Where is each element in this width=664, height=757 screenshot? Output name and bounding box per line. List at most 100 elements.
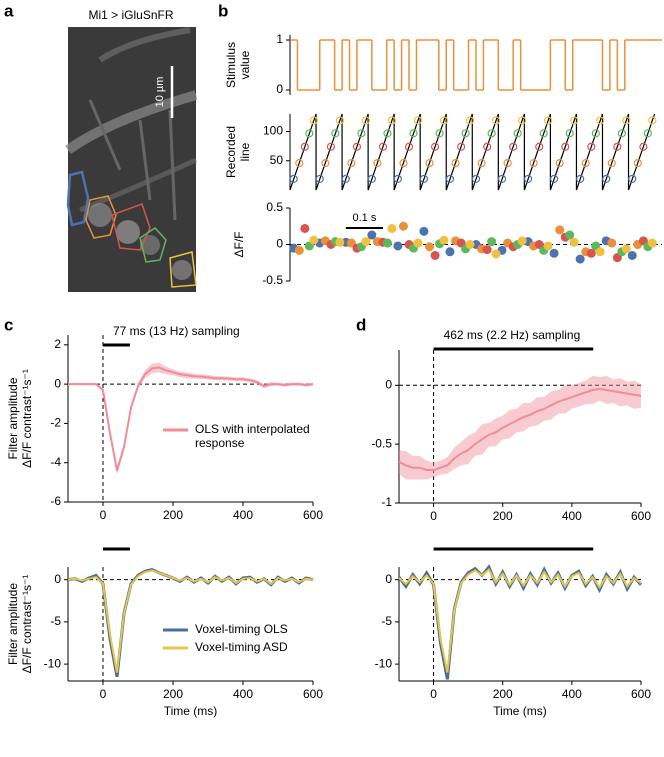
point xyxy=(491,249,501,259)
panel-label: d xyxy=(356,315,366,334)
y-tick-label: 0 xyxy=(276,82,283,96)
point xyxy=(425,242,434,252)
x-tick-label: 400 xyxy=(233,508,253,522)
sample-point xyxy=(643,129,652,138)
line xyxy=(68,366,314,471)
line xyxy=(67,569,314,673)
x-tick-label: 0 xyxy=(100,508,107,522)
point xyxy=(555,225,565,235)
sample-point xyxy=(315,174,324,183)
scale-bar-label: 0.1 s xyxy=(352,212,376,224)
x-tick-label: 0 xyxy=(100,687,107,701)
y-tick-label: -5 xyxy=(50,614,61,628)
sample-point xyxy=(404,142,414,151)
error-band xyxy=(68,362,313,475)
sample-point xyxy=(289,174,298,183)
point xyxy=(627,250,637,260)
panel-label: a xyxy=(4,1,14,20)
sample-point xyxy=(439,116,449,125)
point xyxy=(413,238,423,248)
sample-point xyxy=(367,174,376,183)
sample-point xyxy=(430,142,440,151)
point xyxy=(387,223,397,233)
y-axis-label: ΔF/F contrast⁻¹s⁻¹ xyxy=(20,575,34,674)
sample-point xyxy=(393,174,402,183)
sample-point xyxy=(465,116,475,125)
sample-point xyxy=(529,159,538,168)
sample-point xyxy=(518,116,527,125)
point xyxy=(647,238,657,248)
sample-point xyxy=(596,116,605,125)
sawtooth-line xyxy=(289,113,656,191)
point xyxy=(439,235,449,245)
y-tick-label: -5 xyxy=(381,614,392,628)
y-tick-label: 100 xyxy=(263,124,283,138)
sample-point xyxy=(539,129,548,138)
line xyxy=(398,567,642,673)
sample-point xyxy=(373,159,382,168)
point xyxy=(586,248,596,258)
point xyxy=(607,238,617,248)
x-tick-label: 200 xyxy=(493,687,513,701)
sample-point xyxy=(361,116,370,125)
point xyxy=(361,237,371,247)
y-tick-label: 2 xyxy=(54,337,61,351)
legend-entry: Voxel-timing ASD xyxy=(195,640,288,654)
sample-point xyxy=(622,116,631,125)
legend-label: Voxel-timing ASD xyxy=(195,640,288,654)
x-tick-label: 400 xyxy=(233,687,253,701)
y-tick-label: -10 xyxy=(375,656,393,670)
annotation: 462 ms (2.2 Hz) sampling xyxy=(444,328,581,342)
scale-bar-label: 10 µm xyxy=(154,77,166,108)
point xyxy=(294,245,304,255)
sample-point xyxy=(477,159,486,168)
sample-point xyxy=(352,142,362,151)
y-axis-label: Filter amplitude xyxy=(6,377,20,459)
sample-point xyxy=(550,174,559,183)
sample-point xyxy=(497,174,507,183)
y-axis-label: ΔF/F contrast⁻¹s⁻¹ xyxy=(20,369,34,468)
sample-point xyxy=(491,116,501,125)
sample-point xyxy=(425,159,434,168)
legend-label: Voxel-timing OLS xyxy=(195,622,288,636)
sample-point xyxy=(300,142,309,151)
point xyxy=(487,237,497,247)
annotation: 77 ms (13 Hz) sampling xyxy=(113,324,240,338)
sample-point xyxy=(555,159,564,168)
y-tick-label: 0 xyxy=(385,377,392,391)
point xyxy=(482,245,492,255)
x-tick-label: 600 xyxy=(631,509,651,523)
y-tick-label: 0 xyxy=(54,572,61,586)
micrograph xyxy=(65,27,198,292)
sample-point xyxy=(471,174,481,183)
sample-point xyxy=(445,174,455,183)
sample-point xyxy=(509,142,518,151)
sample-point xyxy=(461,129,470,138)
x-axis-label: Time (ms) xyxy=(164,704,218,718)
x-tick-label: 600 xyxy=(303,508,323,522)
y-tick-label: -0.5 xyxy=(262,273,283,287)
y-tick-label: -1 xyxy=(381,495,392,509)
point xyxy=(367,230,377,240)
sample-point xyxy=(523,174,533,183)
y-axis-label: Recorded xyxy=(224,126,238,178)
sample-point xyxy=(295,159,304,168)
sample-point xyxy=(309,116,318,125)
sample-point xyxy=(535,142,544,151)
sample-point xyxy=(648,116,657,125)
sample-point xyxy=(457,142,466,151)
sample-point xyxy=(435,129,444,138)
point xyxy=(300,223,310,233)
point xyxy=(517,236,527,246)
sample-point xyxy=(326,142,336,151)
x-tick-label: 200 xyxy=(493,509,513,523)
point xyxy=(621,244,631,254)
panel-label: c xyxy=(4,315,13,334)
sample-point xyxy=(347,159,356,168)
sample-point xyxy=(607,159,616,168)
sample-point xyxy=(544,116,553,125)
y-tick-label: 50 xyxy=(270,153,284,167)
x-tick-label: 600 xyxy=(303,687,323,701)
sample-point xyxy=(487,129,496,138)
point xyxy=(335,237,345,247)
